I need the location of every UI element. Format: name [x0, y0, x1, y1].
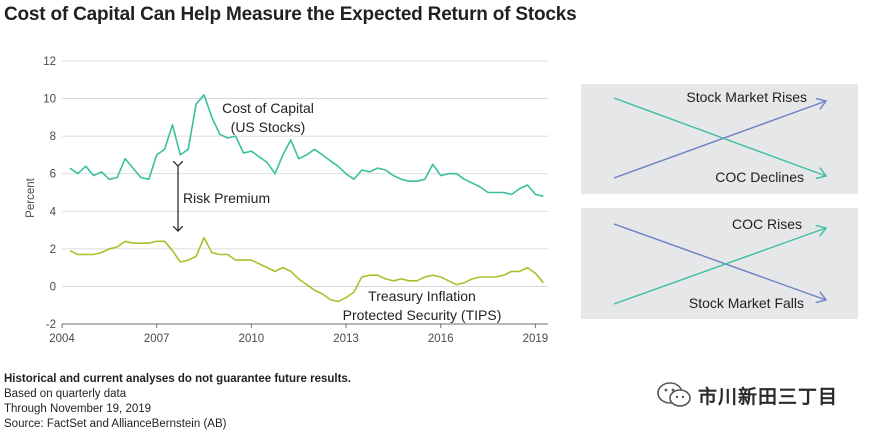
y-tick-label: -2 — [46, 319, 56, 331]
x-tick-label: 2007 — [144, 333, 170, 345]
coc-label-line2: (US Stocks) — [231, 119, 306, 135]
y-tick-label: 4 — [50, 206, 57, 218]
y-tick-label: 6 — [50, 169, 56, 181]
wechat-icon — [657, 382, 691, 407]
y-axis-label: Percent — [25, 177, 37, 217]
x-tick-label: 2010 — [239, 333, 265, 345]
gridlines — [62, 60, 548, 325]
scenario2-top-label: COC Rises — [732, 216, 802, 232]
note-quarterly: Based on quarterly data — [4, 388, 127, 400]
note-source: Source: FactSet and AllianceBernstein (A… — [4, 418, 227, 430]
scenario1-bottom-label: COC Declines — [715, 169, 804, 185]
x-tick-label: 2013 — [333, 333, 359, 345]
x-axis-ticks: 2004 2007 2010 2013 2016 2019 — [49, 324, 548, 345]
scenario-box-market-rises: Stock Market Rises COC Declines — [581, 84, 858, 194]
chart-canvas: 12 10 8 6 4 2 0 -2 2004 2007 2010 2013 2016 2019 Per… — [25, 56, 858, 345]
blue-arrow-up — [613, 101, 826, 179]
y-axis-ticks: 12 10 8 6 4 2 0 -2 — [43, 56, 56, 331]
y-tick-label: 0 — [50, 281, 56, 293]
y-tick-label: 10 — [43, 94, 56, 106]
scenario1-top-label: Stock Market Rises — [686, 89, 807, 105]
y-tick-label: 12 — [43, 56, 56, 68]
tips-label-line2: Protected Security (TIPS) — [343, 307, 502, 323]
y-tick-label: 8 — [50, 131, 56, 143]
series-line-cost-of-capital — [69, 94, 544, 198]
x-tick-label: 2019 — [523, 333, 549, 345]
green-arrow-up — [613, 228, 826, 305]
series-lines — [69, 94, 544, 303]
disclaimer: Historical and current analyses do not g… — [4, 373, 352, 385]
blue-arrow-down — [613, 223, 826, 300]
tips-label-line1: Treasury Inflation — [368, 288, 476, 304]
note-through-date: Through November 19, 2019 — [4, 403, 152, 415]
footnotes: Historical and current analyses do not g… — [4, 372, 351, 432]
chart-title: Cost of Capital Can Help Measure the Exp… — [4, 4, 577, 25]
watermark-text: 市川新田三丁目 — [698, 386, 839, 408]
green-arrow-down — [613, 97, 826, 176]
watermark: 市川新田三丁目 — [656, 380, 838, 410]
scenario2-bottom-label: Stock Market Falls — [689, 295, 804, 311]
x-tick-label: 2016 — [428, 333, 454, 345]
scenario-box-bg — [581, 208, 858, 319]
risk-premium-label: Risk Premium — [183, 190, 270, 206]
series-line-tips — [69, 236, 544, 303]
x-tick-label: 2004 — [49, 333, 75, 345]
coc-label-line1: Cost of Capital — [222, 100, 314, 116]
scenario-box-coc-rises: COC Rises Stock Market Falls — [581, 208, 858, 319]
y-tick-label: 2 — [50, 244, 56, 256]
